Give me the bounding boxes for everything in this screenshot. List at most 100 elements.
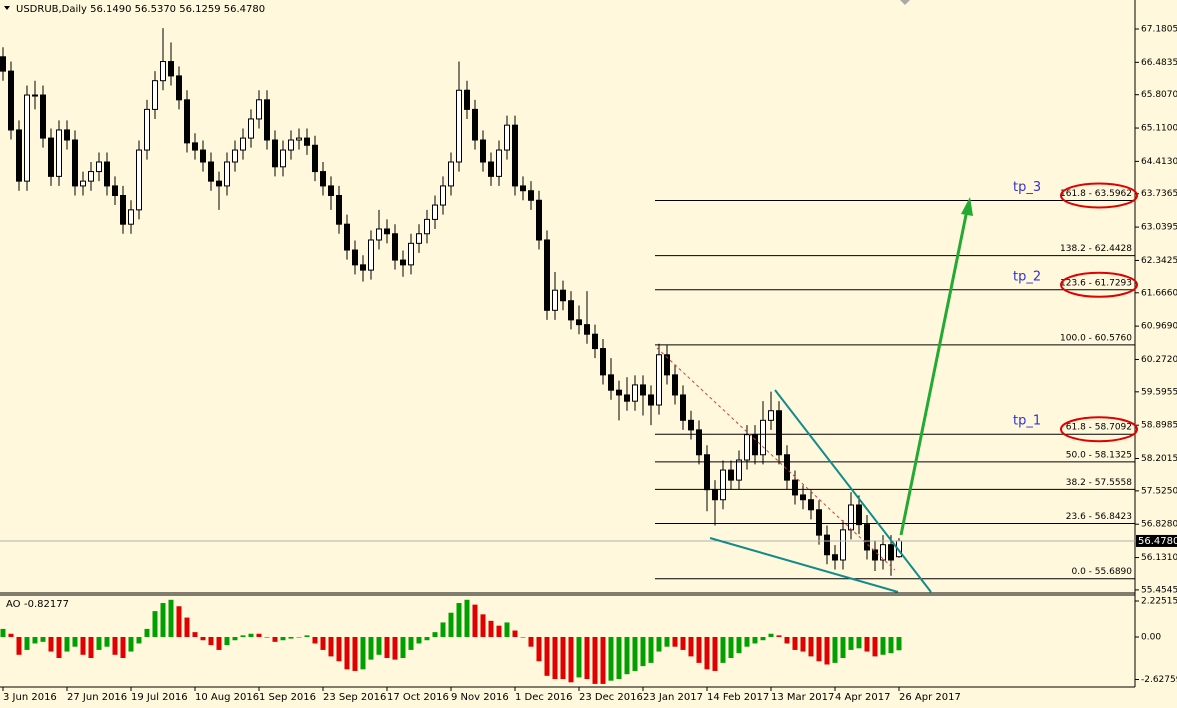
ao-bar	[336, 636, 342, 662]
current-price-box	[1136, 534, 1177, 547]
candle-body	[432, 204, 438, 220]
ao-bar	[112, 636, 118, 655]
chart-title: USDRUB,Daily 56.1490 56.5370 56.1259 56.…	[16, 4, 265, 15]
ao-bar	[48, 636, 54, 652]
ao-bar	[344, 636, 350, 670]
candle-body	[592, 333, 598, 350]
candle-body	[560, 289, 566, 302]
candle-body	[392, 233, 398, 261]
ao-bar	[584, 636, 590, 680]
ao-bar	[552, 636, 558, 680]
candle-body	[536, 199, 542, 241]
ao-bar	[248, 633, 254, 637]
ao-bar	[152, 611, 158, 637]
candle-body	[240, 137, 246, 151]
ao-bar	[488, 620, 494, 637]
ao-bar	[128, 636, 134, 652]
ao-bar	[776, 635, 782, 637]
ao-bar	[280, 636, 286, 641]
target-ellipse	[1060, 182, 1138, 209]
candle-body	[768, 410, 774, 421]
candle-body	[208, 161, 214, 182]
ao-bar	[808, 636, 814, 657]
candle-body	[264, 99, 270, 141]
candle-body	[872, 549, 878, 561]
candle-body	[320, 171, 326, 187]
y-tick-label: 65.1100	[1141, 124, 1177, 134]
candle-body	[128, 209, 134, 225]
ao-bar	[96, 636, 102, 650]
target-label: tp_3	[1013, 180, 1041, 195]
ao-bar	[184, 617, 190, 637]
candle-body	[416, 233, 422, 244]
candle-body	[552, 289, 558, 311]
ao-bar	[40, 636, 46, 642]
candle-body	[408, 242, 414, 266]
ao-bar	[504, 622, 510, 637]
ao-bar	[240, 635, 246, 637]
candle-body	[864, 524, 870, 551]
ao-bar	[392, 636, 398, 660]
ao-bar	[624, 636, 630, 675]
ao-bar	[784, 636, 790, 644]
y-tick-label: 65.8070	[1141, 90, 1177, 100]
y-tick-label: 62.3425	[1141, 256, 1177, 266]
ao-bar	[856, 636, 862, 649]
y-tick-label: 61.6660	[1141, 288, 1177, 298]
ao-bar	[8, 633, 14, 637]
ao-bar	[72, 636, 78, 647]
ao-bar	[616, 636, 622, 680]
ao-bar	[872, 636, 878, 657]
ao-bar	[560, 636, 566, 680]
ao-bar	[848, 636, 854, 650]
ao-bar	[840, 636, 846, 659]
y-tick-label: -2.62759	[1141, 675, 1177, 685]
ao-bar	[632, 636, 638, 671]
candle-body	[120, 194, 126, 225]
candle-body	[616, 389, 622, 396]
y-tick-label: 56.1310	[1141, 553, 1177, 563]
x-tick-label: 14 Feb 2017	[707, 692, 769, 703]
candle-body	[664, 354, 670, 376]
indicator-value: -0.82177	[24, 599, 69, 610]
ao-bar	[88, 636, 94, 659]
ao-bar	[32, 636, 38, 644]
candle-body	[304, 137, 310, 146]
menu-triangle	[4, 6, 10, 10]
ao-bar	[496, 625, 502, 637]
candle-body	[576, 319, 582, 326]
candle-body	[632, 384, 638, 402]
candle-body	[680, 394, 686, 421]
ao-bar	[304, 635, 310, 637]
candle-body	[744, 434, 750, 461]
target-label: tp_2	[1013, 269, 1041, 284]
target-arrowhead	[961, 197, 973, 216]
candle-body	[96, 161, 102, 173]
ao-bar	[208, 636, 214, 646]
ao-bar	[144, 628, 150, 637]
ao-bar	[360, 636, 366, 670]
ao-bar	[288, 636, 294, 639]
ao-bar	[536, 636, 542, 662]
y-tick-label: 58.2015	[1141, 454, 1177, 464]
ao-bar	[736, 636, 742, 654]
candle-body	[464, 89, 470, 110]
target-ellipse	[1060, 416, 1138, 443]
candle-body	[520, 185, 526, 192]
ao-bar	[120, 636, 126, 659]
ao-bar	[472, 604, 478, 637]
ao-bar	[328, 636, 334, 657]
candle-body	[336, 194, 342, 225]
ao-bar	[480, 614, 486, 637]
candle-body	[280, 149, 286, 168]
ao-bar	[400, 636, 406, 659]
candle-body	[296, 137, 302, 141]
y-tick-label: 66.4835	[1141, 58, 1177, 68]
x-tick-label: 13 Mar 2017	[771, 692, 834, 703]
candle-body	[160, 61, 166, 82]
candle-body	[832, 554, 838, 561]
x-tick-label: 9 Nov 2016	[451, 692, 509, 703]
ao-bar	[800, 636, 806, 652]
candle-body	[384, 228, 390, 235]
